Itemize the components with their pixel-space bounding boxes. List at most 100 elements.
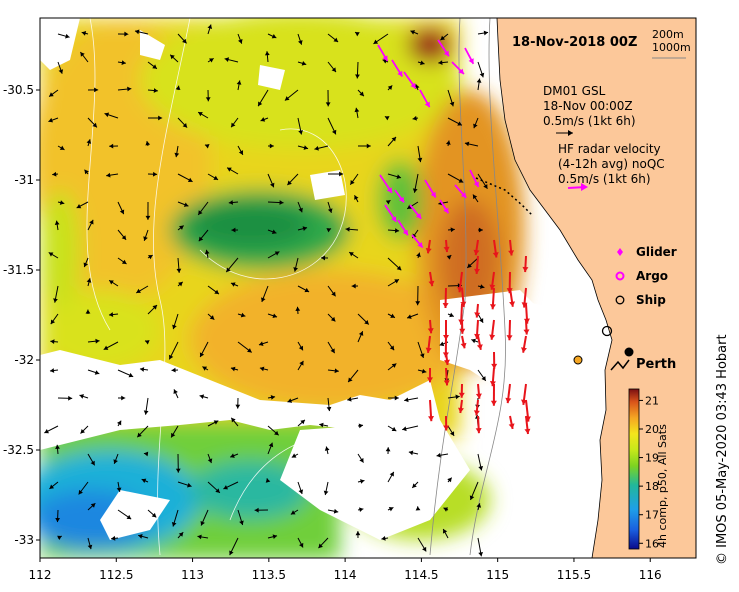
model-velocity-arrow [447,394,460,400]
model-velocity-arrow [327,117,337,135]
sst-colorbar: 16 17 18 19 20 21 4h comp, p50, All Sats [628,388,669,550]
model-velocity-arrow [357,331,364,343]
svg-text:0.5m/s (1kt 6h): 0.5m/s (1kt 6h) [543,114,636,128]
radar-velocity-arrow [506,319,513,341]
model-velocity-arrow [81,31,89,36]
model-velocity-arrow [53,285,59,303]
model-velocity-arrow [237,509,244,526]
model-velocity-arrow [324,446,330,455]
radar-velocity-arrow [443,415,450,431]
radar-velocity-arrow [521,335,527,353]
model-velocity-arrow [387,228,400,233]
y-tick-label: -33 [14,533,34,547]
model-velocity-arrow [168,341,179,360]
plot-frame [39,17,697,559]
radar-velocity-arrow [460,335,467,349]
model-velocity-arrow [83,257,89,268]
model-velocity-arrow [147,304,158,315]
model-velocity-arrow [472,194,479,203]
radar-velocity-arrow [460,287,467,308]
radar-velocity-arrow [411,234,424,249]
svg-text:DM01 GSL: DM01 GSL [543,84,606,98]
glider-icon [617,248,623,256]
radar-velocity-arrow [428,271,435,287]
model-velocity-arrow [387,425,397,432]
y-tick-label: -31.5 [3,263,34,277]
shelf-contours [429,18,506,556]
colorbar-tick-label: 19 [645,452,659,465]
model-velocity-arrow [85,309,91,315]
model-velocity-arrow [354,107,360,119]
model-velocity-arrow [321,255,329,261]
model-velocity-arrow [176,257,182,273]
x-axis: 112 112.5 113 113.5 114 114.5 115 115.5 116 [29,558,662,582]
model-velocity-arrow [327,61,337,73]
model-velocity-arrow [267,33,277,39]
model-velocity-arrow [438,60,449,65]
model-velocity-arrow [477,453,484,471]
depth-legend: 200m 1000m [652,28,691,59]
radar-velocity-arrow [509,287,516,307]
model-velocity-arrow [259,366,269,372]
model-velocity-arrow [199,341,209,358]
model-velocity-arrow [267,200,284,205]
radar-velocity-arrow [409,204,422,220]
model-velocity-arrow [297,481,304,495]
model-velocity-arrow [297,537,304,548]
model-velocity-arrow [384,115,390,121]
model-velocity-arrow [267,425,280,436]
radar-velocity-arrow [464,47,475,65]
colorbar-tick-label: 17 [645,509,659,522]
colorbar-tick-label: 18 [645,480,659,493]
model-velocity-arrow [111,535,119,541]
model-velocity-arrow [267,251,280,259]
model-velocity-arrow [258,341,269,346]
model-velocity-arrow [236,80,242,91]
model-velocity-arrow [387,395,399,401]
model-velocity-arrow [204,144,210,149]
model-velocity-arrow [117,229,127,241]
model-velocity-arrow [52,171,59,177]
model-velocity-arrow [223,481,239,490]
model-velocity-arrow [354,31,360,37]
model-velocity-arrow [49,368,59,373]
svg-text:1000m: 1000m [652,41,691,54]
model-velocity-arrow [117,201,125,215]
model-velocity-arrow [57,535,63,541]
model-velocity-arrow [106,172,119,178]
model-velocity-arrow [406,313,419,319]
model-velocity-arrow [50,339,59,345]
radar-velocity-arrow [489,287,496,310]
model-velocity-arrow [104,112,119,119]
x-tick-label: 113 [181,568,204,582]
model-velocity-arrow [357,143,371,149]
svg-text:HF radar velocity: HF radar velocity [558,142,661,156]
x-tick-label: 112.5 [99,568,133,582]
model-velocity-arrow [80,425,89,434]
svg-text:0.5m/s (1kt 6h): 0.5m/s (1kt 6h) [558,172,651,186]
model-velocity-arrow [287,173,299,186]
x-tick-label: 115.5 [557,568,591,582]
radar-velocity-arrow [505,383,512,404]
radar-velocity-arrow [489,367,496,387]
radar-velocity-arrow [425,335,432,354]
y-tick-label: -30.5 [3,83,34,97]
svg-text:4h comp, p50, All Sats: 4h comp, p50, All Sats [656,424,669,548]
model-velocity-arrow [169,54,179,63]
model-velocity-arrow [237,33,243,44]
x-tick-label: 116 [639,568,662,582]
model-velocity-arrow [108,279,119,287]
model-velocity-arrow [357,479,365,484]
y-axis: -30.5 -31 -31.5 -32 -32.5 -33 [3,83,40,547]
x-tick-label: 112 [29,568,52,582]
model-velocity-arrow [477,30,489,36]
model-velocity-arrow [267,442,274,455]
radar-velocity-arrow [524,415,531,435]
radar-velocity-arrow [475,415,482,434]
model-velocity-arrow [177,201,189,207]
model-velocity-arrow [141,478,149,484]
model-velocity-arrow [143,229,149,241]
model-velocity-arrow [412,115,419,121]
model-velocity-arrow [225,257,239,273]
model-velocity-arrow [87,537,93,550]
